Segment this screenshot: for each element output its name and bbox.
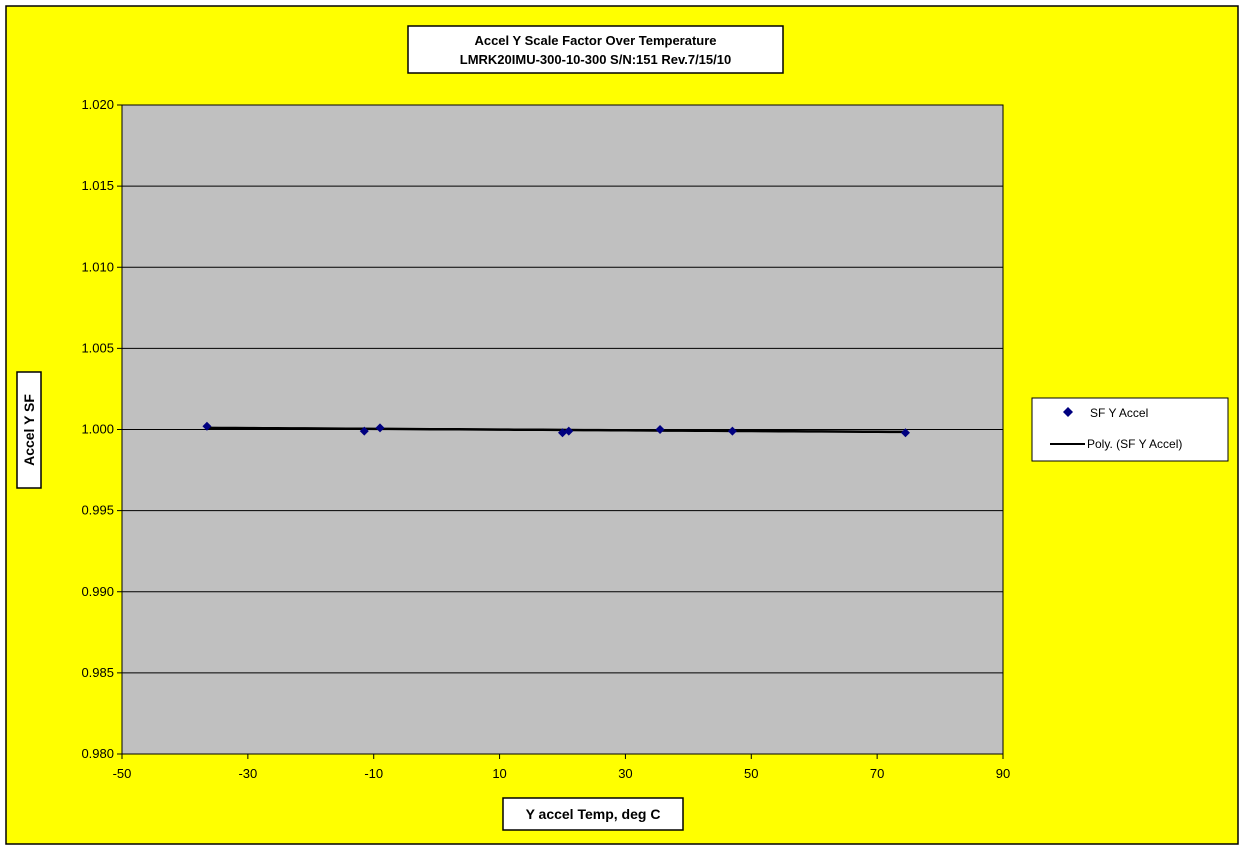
y-tick-label-8: 1.020 (81, 97, 114, 112)
legend-label-sf-y-accel: SF Y Accel (1090, 406, 1148, 420)
data-point-0-2 (375, 423, 385, 433)
x-tick-label-5: 50 (744, 766, 758, 781)
legend-marker-sf-y-accel (1063, 407, 1073, 417)
gridlines (122, 185, 1003, 674)
data-point-0-3 (558, 428, 567, 438)
x-tick-label-4: 30 (618, 766, 632, 781)
y-axis-title-box (16, 371, 42, 489)
x-tick-label-6: 70 (870, 766, 884, 781)
data-point-0-1 (359, 426, 369, 436)
y-tick-label-3: 0.995 (81, 503, 114, 518)
data-point-0-4 (564, 426, 574, 436)
y-tick-label-4: 1.000 (81, 422, 114, 437)
y-tick-label-1: 0.985 (81, 665, 114, 680)
markers-layer (202, 421, 910, 438)
legend-label-trendline: Poly. (SF Y Accel) (1087, 437, 1182, 451)
y-tick-label-5: 1.005 (81, 340, 114, 355)
legend (1031, 397, 1229, 462)
x-tick-label-0: -50 (113, 766, 132, 781)
y-tick-label-6: 1.010 (81, 259, 114, 274)
axes: 0.980 0.985 0.990 0.995 1.000 1.005 1.010 1.015… (81, 97, 1010, 781)
y-tick-label-0: 0.980 (81, 746, 114, 761)
y-axis-title: Accel Y SF (21, 394, 37, 466)
y-tick-label-7: 1.015 (81, 178, 114, 193)
x-tick-label-1: -30 (238, 766, 257, 781)
data-point-0-6 (727, 426, 737, 436)
x-axis-title: Y accel Temp, deg C (526, 806, 661, 822)
x-tick-label-3: 10 (492, 766, 506, 781)
data-point-0-5 (655, 425, 665, 434)
data-point-0-7 (900, 428, 910, 438)
chart-title-line1: Accel Y Scale Factor Over Temperature (474, 33, 716, 48)
x-tick-label-2: -10 (364, 766, 383, 781)
x-axis-title-box (502, 797, 684, 831)
trendline-poly (206, 426, 906, 434)
x-tick-label-7: 90 (996, 766, 1010, 781)
y-tick-label-2: 0.990 (81, 584, 114, 599)
trendline-layer (206, 426, 906, 434)
chart-title-line2: LMRK20IMU-300-10-300 S/N:151 Rev.7/15/10 (460, 52, 731, 67)
chart-title-box (407, 25, 784, 74)
data-point-0-0 (202, 421, 212, 431)
